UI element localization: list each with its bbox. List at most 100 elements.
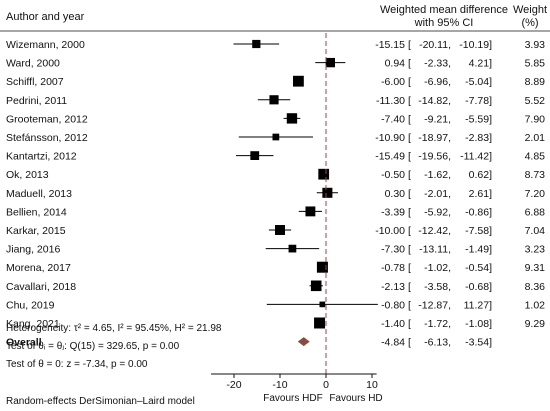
effect-estimate: -7.40: [381, 113, 405, 125]
header-weight-line1: Weight: [513, 4, 547, 16]
effect-estimate: -15.49: [375, 151, 405, 163]
study-label: Kantartzi, 2012: [6, 151, 77, 163]
header-effect-line2: with 95% CI: [414, 17, 474, 29]
ci-lower: -3.58,: [424, 281, 451, 293]
study-row: Karkar, 2015 -10.00[-12.42, -7.58] 7.04: [6, 225, 545, 237]
effect-box: [275, 225, 285, 235]
study-weight: 8.36: [525, 281, 546, 293]
ci-lower: -2.33,: [424, 58, 451, 70]
study-weight: 5.52: [525, 95, 546, 107]
ci-upper: -2.83]: [465, 132, 492, 144]
study-weight: 3.23: [525, 244, 546, 256]
ci-open-bracket: [: [408, 244, 411, 256]
ci-lower: -5.92,: [424, 206, 451, 218]
header-effect-line1: Weighted mean difference: [380, 4, 508, 16]
effect-estimate: -0.50: [381, 169, 405, 181]
ci-open-bracket: [: [408, 281, 411, 293]
study-weight: 6.88: [525, 206, 546, 218]
effect-box: [318, 168, 330, 180]
overall-ci-lower: -6.13,: [424, 337, 451, 349]
ci-open-bracket: [: [408, 58, 411, 70]
ci-open-bracket: [: [408, 169, 411, 181]
effect-box: [325, 57, 335, 68]
ci-lower: -9.21,: [424, 113, 451, 125]
ci-lower: -12.42,: [418, 225, 451, 237]
study-row: Wizemann, 2000 -15.15[-20.11, -10.19] 3.93: [6, 39, 545, 51]
overall-label: Overall: [6, 337, 42, 349]
effect-estimate: -0.80: [381, 299, 405, 311]
ci-lower: -20.11,: [419, 39, 451, 51]
ci-lower: -2.01,: [424, 188, 451, 200]
effect-box: [250, 151, 260, 160]
study-weight: 9.29: [525, 318, 546, 330]
study-label: Morena, 2017: [6, 262, 71, 274]
effect-box: [292, 75, 304, 87]
ci-upper: -1.49]: [465, 244, 492, 256]
ci-upper: -0.86]: [465, 206, 492, 218]
effect-estimate: -6.00: [381, 76, 405, 88]
ci-lower: -14.82,: [418, 95, 451, 107]
favours-right-label: Favours HD: [329, 393, 382, 404]
ci-upper: -11.42]: [460, 151, 492, 163]
study-label: Pedrini, 2011: [6, 95, 67, 107]
effect-box: [316, 261, 328, 273]
ci-upper: 0.62]: [469, 169, 492, 181]
ci-open-bracket: [: [408, 132, 411, 144]
study-rows: Wizemann, 2000 -15.15[-20.11, -10.19] 3.93W…: [6, 39, 545, 349]
study-label: Cavallari, 2018: [6, 281, 76, 293]
ci-open-bracket: [: [408, 262, 411, 274]
effect-box: [269, 95, 279, 105]
model-footnote: Random-effects DerSimonian–Laird model: [6, 396, 195, 407]
x-axis: -20 -10 0 10 Favours HDF Favours HD: [211, 33, 383, 404]
effect-box: [319, 301, 326, 308]
study-weight: 3.93: [525, 39, 546, 51]
ci-upper: -7.58]: [465, 225, 492, 237]
ci-open-bracket: [: [408, 113, 411, 125]
ci-open-bracket: [: [408, 39, 411, 51]
ci-open-bracket: [: [408, 225, 411, 237]
overall-effect-test: Test of θ = 0: z = -7.34, p = 0.00: [6, 359, 148, 370]
study-label: Wizemann, 2000: [6, 39, 85, 51]
ci-open-bracket: [: [408, 76, 411, 88]
favours-left-label: Favours HDF: [263, 393, 322, 404]
study-row: Stefánsson, 2012 -10.90[-18.97, -2.83] 2.01: [6, 132, 545, 144]
effect-estimate: -2.13: [381, 281, 405, 293]
study-row: Bellien, 2014 -3.39[-5.92, -0.86] 6.88: [6, 206, 545, 218]
study-row: Grooteman, 2012 -7.40[-9.21, -5.59] 7.90: [6, 113, 545, 125]
study-weight: 9.31: [525, 262, 546, 274]
effect-estimate: -3.39: [381, 206, 405, 218]
study-weight: 7.04: [525, 225, 546, 237]
ci-upper: 2.61]: [469, 188, 492, 200]
header-weight-line2: (%): [521, 17, 538, 29]
ci-lower: -1.62,: [424, 169, 451, 181]
effect-box: [286, 113, 298, 124]
study-row: Maduell, 2013 0.30[-2.01, 2.61] 7.20: [6, 187, 546, 200]
ci-upper: -1.08]: [465, 318, 492, 330]
study-label: Jiang, 2016: [6, 244, 60, 256]
x-tick-label: 10: [366, 379, 378, 391]
ci-upper: 4.21]: [469, 58, 492, 70]
effect-box: [310, 280, 322, 292]
ci-lower: -1.72,: [424, 318, 451, 330]
study-row: Ward, 2000 0.94[-2.33, 4.21] 5.85: [6, 58, 545, 70]
study-weight: 1.02: [525, 299, 546, 311]
study-row: Kang, 2021 -1.40[-1.72, -1.08] 9.29: [6, 317, 546, 330]
ci-upper: -5.04]: [465, 76, 492, 88]
ci-upper: -7.78]: [465, 95, 492, 107]
effect-estimate: -15.15: [375, 39, 405, 51]
header-study: Author and year: [6, 11, 85, 23]
x-tick-label: -20: [226, 379, 241, 391]
overall-ci-open-bracket: [: [408, 337, 411, 349]
effect-estimate: 0.30: [385, 188, 406, 200]
ci-open-bracket: [: [408, 151, 411, 163]
ci-lower: -18.97,: [418, 132, 451, 144]
study-weight: 7.20: [525, 188, 546, 200]
ci-upper: 11.27]: [464, 299, 492, 311]
x-tick-label: 0: [323, 379, 329, 391]
effect-estimate: -11.30: [376, 95, 405, 107]
study-label: Ward, 2000: [6, 58, 60, 70]
effect-estimate: -10.00: [375, 225, 405, 237]
study-label: Grooteman, 2012: [6, 113, 88, 125]
study-row: Schiffl, 2007 -6.00[-6.96, -5.04] 8.89: [6, 75, 545, 88]
study-weight: 2.01: [525, 132, 546, 144]
